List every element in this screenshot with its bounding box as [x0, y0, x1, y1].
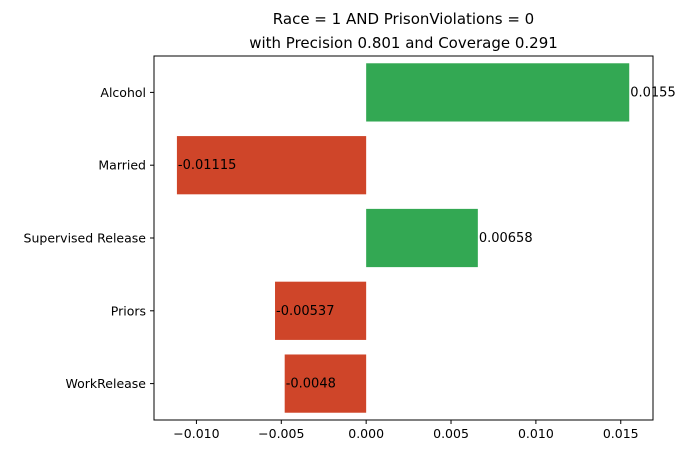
- ytick-label-priors: Priors: [111, 303, 146, 318]
- xtick-label: −0.005: [258, 426, 304, 441]
- ytick-label-married: Married: [98, 158, 146, 173]
- value-label-married: -0.01115: [178, 158, 236, 173]
- xtick-label: 0.000: [348, 426, 384, 441]
- bar-supervised-release: [366, 208, 478, 268]
- ytick-label-workrelease: WorkRelease: [66, 376, 147, 391]
- ytick-label-alcohol: Alcohol: [100, 85, 146, 100]
- axes-layer: Alcohol Married Supervised Release Priors Wo…: [24, 85, 639, 441]
- xtick-label: −0.010: [173, 426, 219, 441]
- value-label-priors: -0.00537: [276, 304, 334, 319]
- bar-married: [176, 136, 367, 195]
- bar-priors: [275, 281, 367, 340]
- xtick-label: 0.005: [433, 426, 469, 441]
- xtick-label: 0.015: [603, 426, 639, 441]
- chart-title-line-2: with Precision 0.801 and Coverage 0.291: [249, 34, 558, 52]
- value-label-workrelease: -0.0048: [286, 377, 336, 392]
- xtick-label: 0.010: [518, 426, 554, 441]
- bar-alcohol: [366, 63, 630, 122]
- value-label-supervised-release: 0.00658: [479, 231, 533, 246]
- bar-workrelease: [284, 354, 367, 413]
- chart-title-line-1: Race = 1 AND PrisonViolations = 0: [273, 10, 534, 28]
- ytick-label-supervised-release: Supervised Release: [24, 231, 147, 246]
